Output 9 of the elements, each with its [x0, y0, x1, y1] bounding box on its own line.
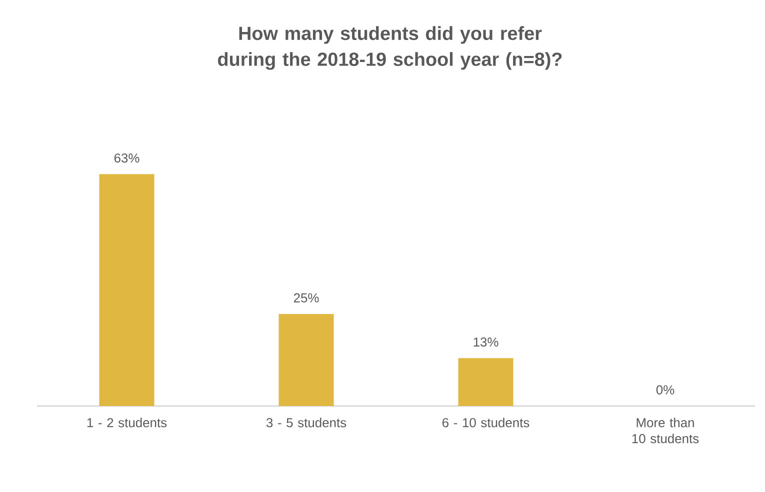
chart-title: How many students did you refer during the 2018-19 school year (n=8)?: [218, 26, 562, 70]
x-tick-label: 6 - 10 students: [442, 418, 530, 428]
x-tick-label: 1 - 2 students: [87, 418, 167, 428]
data-label: 0%: [656, 385, 674, 394]
x-tick-label: More than 10 students: [632, 418, 699, 444]
x-tick-label: 3 - 5 students: [266, 418, 346, 428]
data-label: 63%: [114, 153, 140, 163]
data-label: 13%: [474, 337, 498, 347]
data-label: 25%: [294, 293, 319, 302]
